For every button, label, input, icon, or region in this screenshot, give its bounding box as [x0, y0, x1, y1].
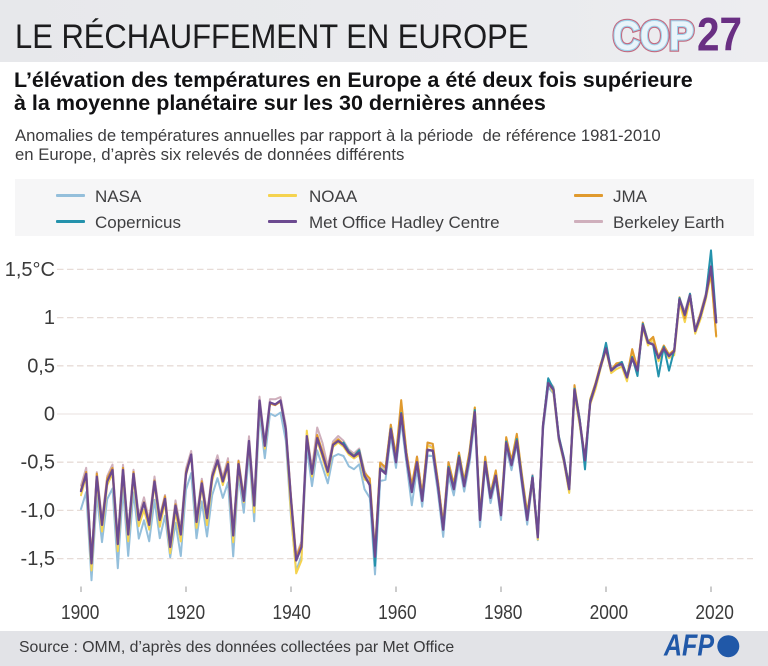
svg-text:2000: 2000	[590, 601, 629, 624]
svg-text:27: 27	[697, 8, 742, 61]
svg-text:AFP: AFP	[663, 631, 714, 663]
svg-text:0,5: 0,5	[27, 355, 55, 377]
svg-text:-1,0: -1,0	[21, 500, 55, 522]
svg-text:-1,5: -1,5	[21, 548, 55, 570]
svg-text:COP: COP	[613, 13, 694, 59]
svg-text:-0,5: -0,5	[21, 452, 55, 474]
svg-text:COP: COP	[613, 13, 694, 59]
svg-text:1940: 1940	[272, 601, 311, 624]
svg-text:1980: 1980	[484, 601, 523, 624]
svg-text:1960: 1960	[378, 601, 417, 624]
svg-text:1,5°C: 1,5°C	[5, 259, 55, 281]
svg-text:1: 1	[44, 307, 55, 329]
svg-text:1900: 1900	[61, 601, 100, 624]
svg-text:0: 0	[44, 404, 55, 426]
svg-text:2020: 2020	[695, 601, 734, 624]
svg-text:COP: COP	[613, 13, 694, 59]
svg-text:1920: 1920	[167, 601, 206, 624]
